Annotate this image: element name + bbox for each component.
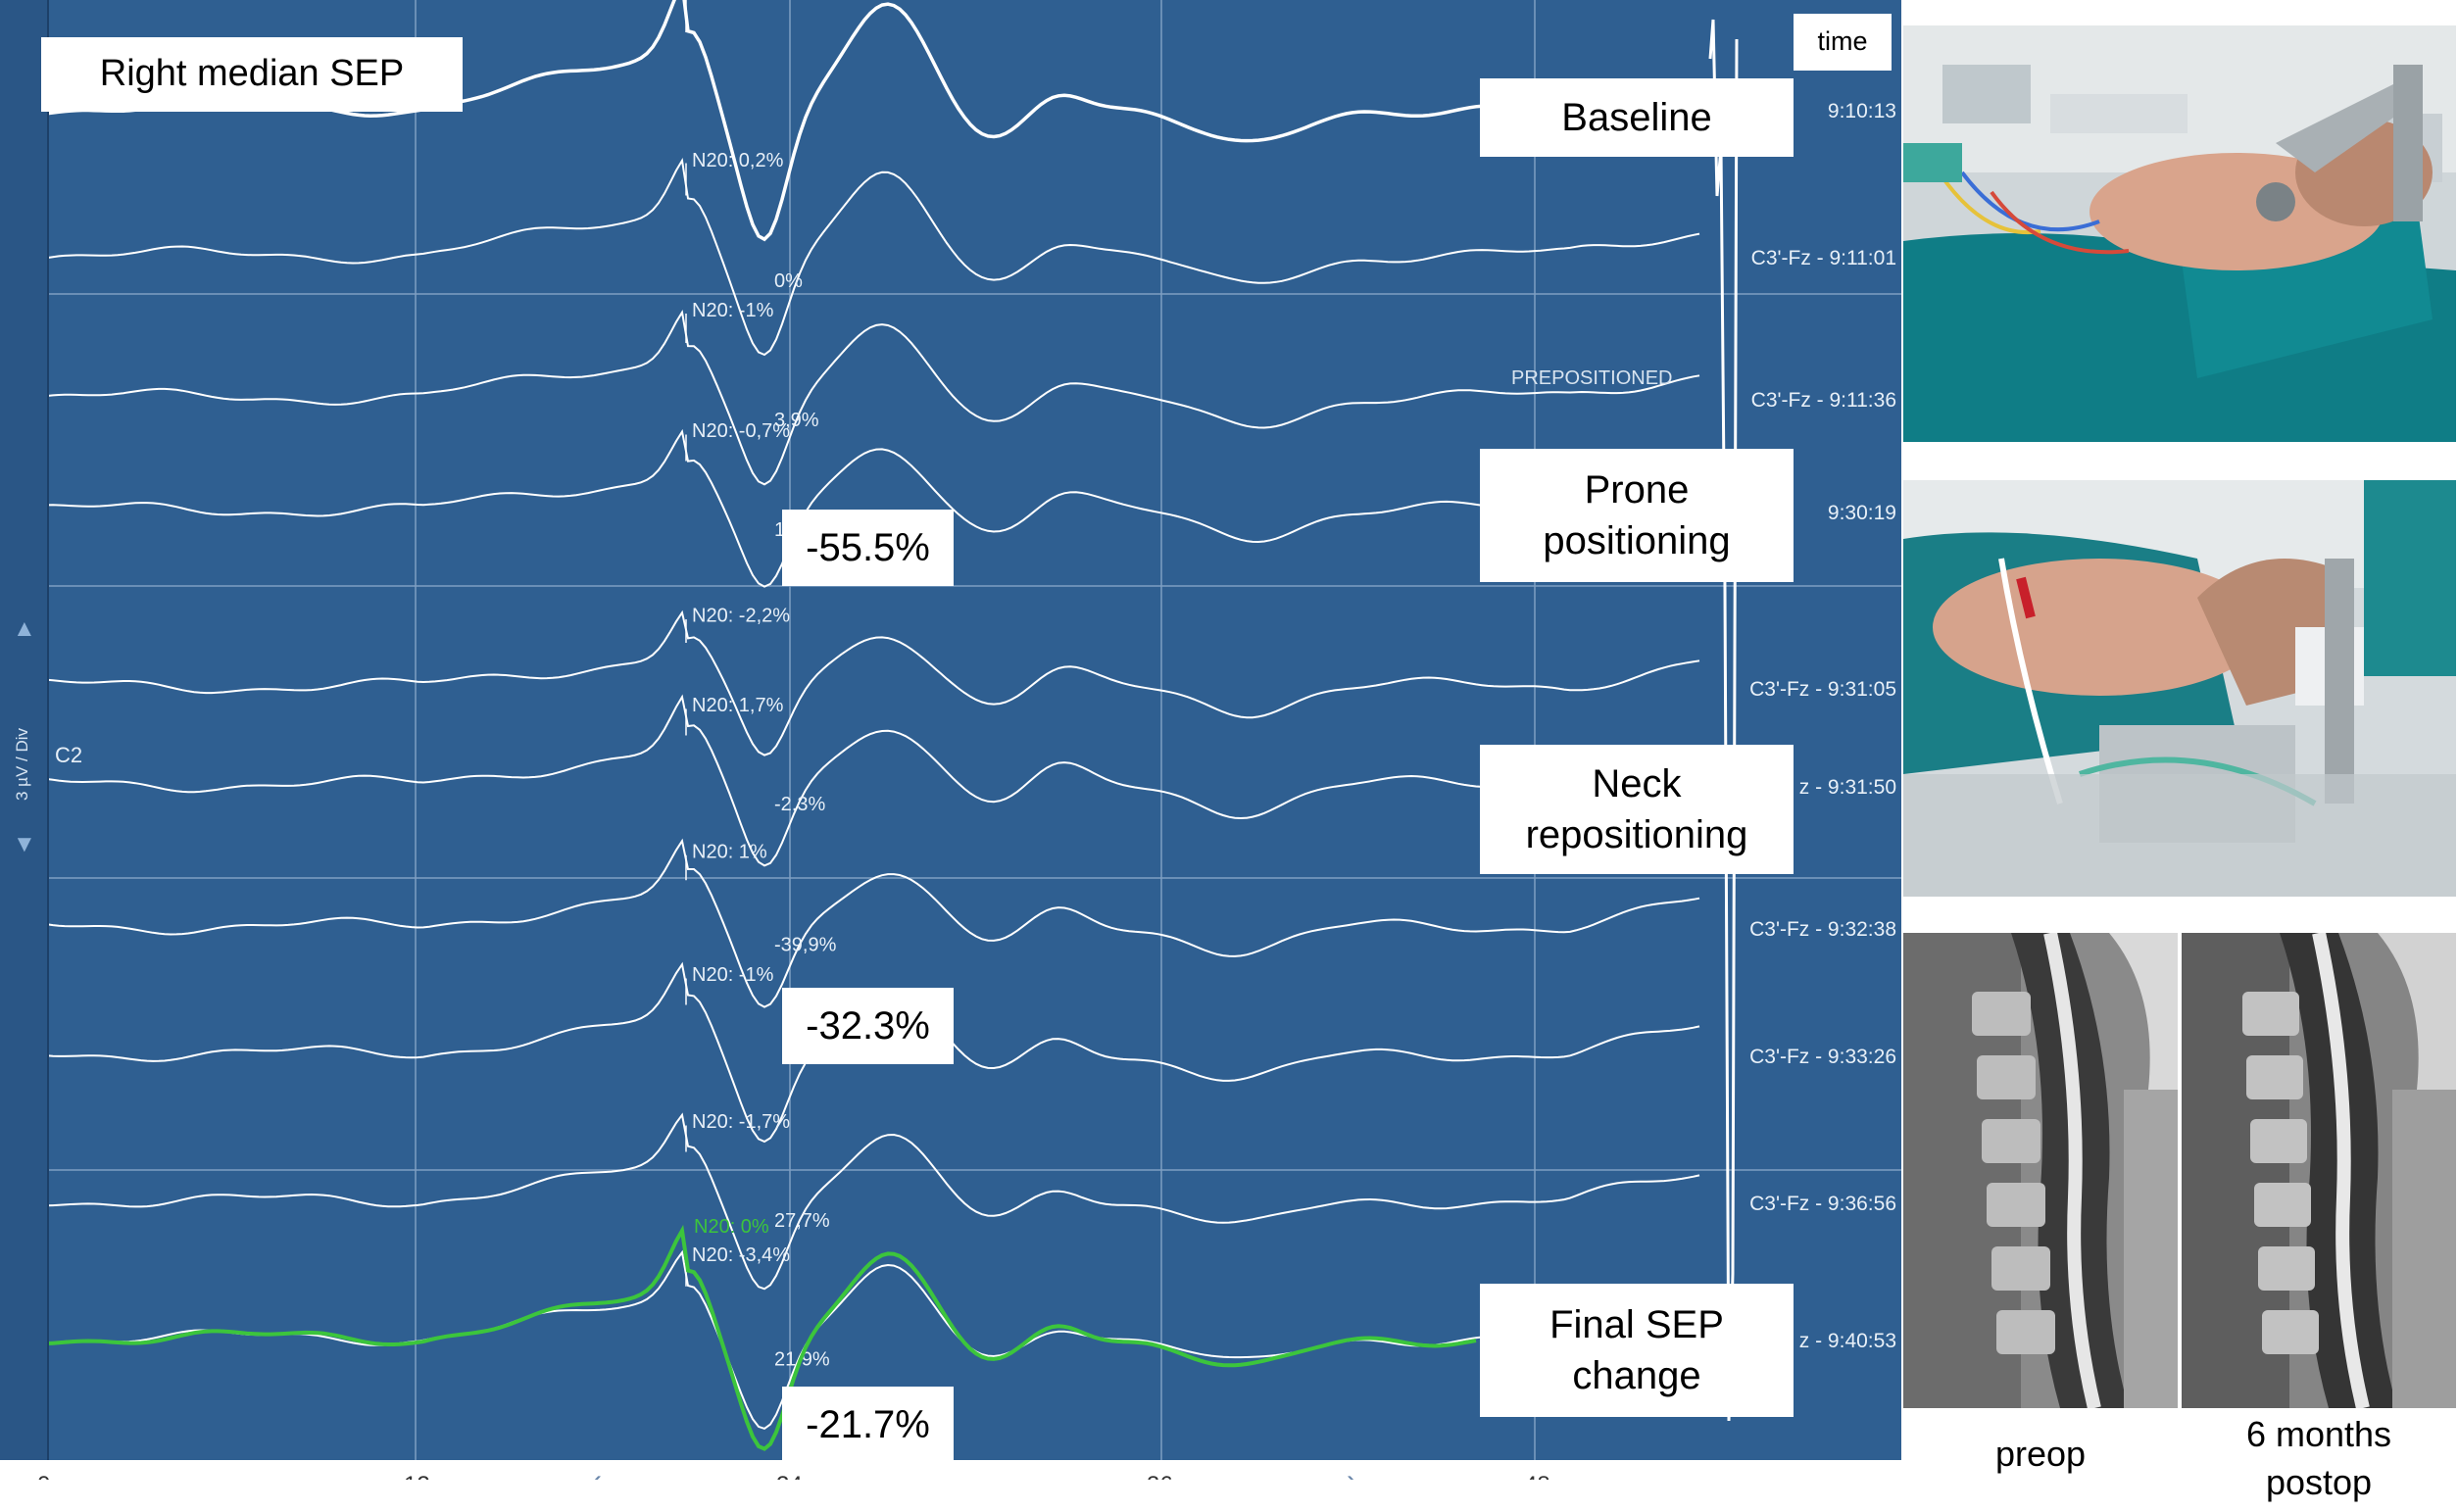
scale-down-icon[interactable]: ▼ — [13, 831, 36, 857]
p25-label-2: 0% — [774, 270, 803, 292]
trace-time-10: z - 9:40:53 — [1799, 1330, 1896, 1352]
reference-baseline-trace — [46, 1224, 1477, 1451]
scale-up-icon[interactable]: ▲ — [13, 615, 36, 642]
p25-label-9: 27,7% — [774, 1210, 830, 1232]
stage-label-prone: Prone positioning — [1480, 449, 1794, 582]
y-scale-label: 3 µV / Div — [13, 727, 31, 802]
mri-caption-postop: 6 months postop — [2245, 1414, 2392, 1502]
mri-caption-preop: preop — [1994, 1434, 2087, 1474]
amplitude-change-final: -21.7% — [782, 1387, 954, 1463]
sep-trace-area: N20: 0% 9:10:13 N20: 0,2% 0% C3'-Fz - 9:11:0… — [46, 0, 1901, 1460]
n20-label-8: N20: -1% — [692, 964, 774, 986]
channel-label: C2 — [55, 743, 83, 767]
trace-time-7: C3'-Fz - 9:32:38 — [1749, 918, 1896, 941]
sep-trace-7 — [46, 838, 1700, 1008]
scroll-right-icon[interactable]: › — [1347, 1464, 1356, 1480]
p25-label-3: 3,9% — [774, 410, 819, 431]
n20-label-2: N20: 0,2% — [692, 150, 784, 171]
sep-trace-9 — [46, 1112, 1700, 1291]
sep-trace-4 — [46, 428, 1700, 588]
x-tick-36: 36 — [1147, 1472, 1173, 1480]
amplitude-change-neck: -32.3% — [782, 988, 954, 1064]
stage-label-baseline: Baseline — [1480, 78, 1794, 157]
trace-time-9: C3'-Fz - 9:36:56 — [1749, 1193, 1896, 1215]
x-tick-12: 12 — [404, 1472, 430, 1480]
sep-trace-2 — [46, 158, 1700, 357]
trace-time-6: z - 9:31:50 — [1799, 776, 1896, 799]
n20-label-10: N20: -3,4% — [692, 1244, 790, 1266]
stage-label-neck: Neck repositioning — [1480, 745, 1794, 874]
time-column-header: time — [1794, 14, 1892, 71]
chart-title: Right median SEP — [41, 37, 463, 112]
sep-trace-3 — [46, 310, 1700, 486]
n20-label-4: N20: -0,7% — [692, 420, 790, 442]
trace-time-8: C3'-Fz - 9:33:26 — [1749, 1046, 1896, 1068]
prepositioned-label: PREPOSITIONED — [1511, 367, 1672, 389]
n20-label-9: N20: -1,7% — [692, 1111, 790, 1133]
n20-label-7: N20: 1% — [692, 841, 767, 862]
trace-time-2: C3'-Fz - 9:11:01 — [1751, 247, 1896, 269]
x-tick-24: 24 — [776, 1472, 803, 1480]
sep-trace-6 — [46, 694, 1700, 867]
n20-label-5: N20: -2,2% — [692, 605, 790, 626]
photo-supine-patient — [1903, 25, 2456, 442]
reference-n20-label: N20: 0% — [694, 1216, 769, 1238]
trace-time-5: C3'-Fz - 9:31:05 — [1749, 678, 1896, 701]
trace-time-4: 9:30:19 — [1828, 502, 1896, 524]
p25-label-7: -39,9% — [774, 935, 837, 956]
x-tick-48: 48 — [1524, 1472, 1550, 1480]
x-axis-bar — [0, 1460, 1901, 1480]
stimulus-artifact — [1708, 19, 1739, 1422]
trace-time-1: 9:10:13 — [1828, 100, 1896, 122]
x-tick-0: 0 — [37, 1472, 50, 1480]
mri-preop — [1903, 933, 2178, 1408]
scale-strip — [0, 0, 49, 1480]
n20-label-3: N20: -1% — [692, 300, 774, 321]
n20-label-6: N20: 1,7% — [692, 695, 784, 716]
sep-monitor-panel: N20: 0% 9:10:13 N20: 0,2% 0% C3'-Fz - 9:11:0… — [0, 0, 1901, 1480]
stage-label-final: Final SEP change — [1480, 1284, 1794, 1417]
amplitude-change-prone: -55.5% — [782, 510, 954, 586]
mri-postop — [2182, 933, 2456, 1408]
trace-time-3: C3'-Fz - 9:11:36 — [1751, 389, 1896, 412]
photo-prone-patient — [1903, 480, 2456, 897]
p25-label-6: -2,3% — [774, 794, 825, 815]
scroll-left-icon[interactable]: ‹ — [592, 1464, 602, 1480]
sep-trace-5 — [46, 610, 1700, 756]
sep-trace-1 — [46, 0, 1700, 242]
